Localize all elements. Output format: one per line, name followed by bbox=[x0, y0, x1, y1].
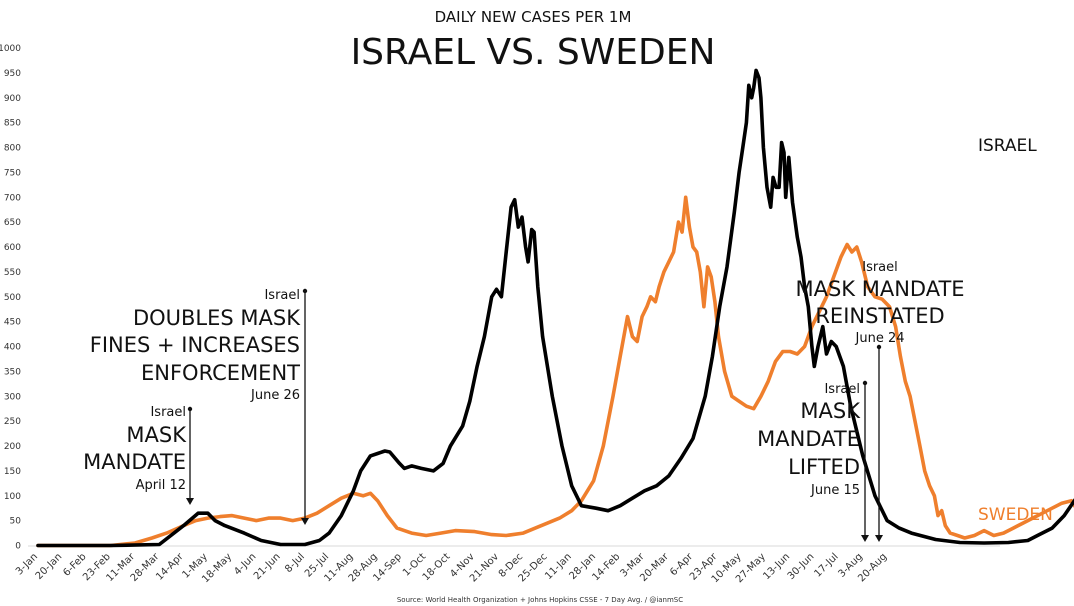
annotation-date: June 15 bbox=[810, 483, 860, 498]
series-line-sweden bbox=[36, 195, 1074, 548]
y-axis-ticks: 0 50 100 150 200 250 300 350 400 450 500 550 600 650 7… bbox=[0, 44, 21, 552]
y-tick-label: 250 bbox=[4, 417, 21, 427]
annotation-arrowhead bbox=[875, 535, 883, 542]
y-tick-label: 950 bbox=[4, 69, 21, 79]
y-tick-label: 750 bbox=[4, 168, 21, 178]
series-line-israel bbox=[36, 68, 1074, 548]
chart-title: ISRAEL VS. SWEDEN bbox=[351, 32, 716, 73]
annotation-mask-mandate: Israel MASK MANDATE April 12 bbox=[83, 405, 194, 505]
annotation-doubles-fines: Israel DOUBLES MASK FINES + INCREASES EN… bbox=[90, 288, 309, 525]
y-tick-label: 600 bbox=[4, 243, 21, 253]
annotation-line: ENFORCEMENT bbox=[141, 361, 300, 385]
annotation-date: June 26 bbox=[250, 388, 300, 403]
annotation-line: MASK bbox=[800, 399, 861, 423]
annotation-line: MASK bbox=[126, 423, 187, 447]
annotation-line: LIFTED bbox=[788, 455, 860, 479]
annotation-dot bbox=[187, 406, 193, 412]
annotation-country: Israel bbox=[824, 382, 860, 397]
series-label-sweden: SWEDEN bbox=[978, 505, 1053, 525]
y-tick-label: 100 bbox=[4, 492, 21, 502]
y-tick-label: 1000 bbox=[0, 44, 21, 54]
series-label-israel: ISRAEL bbox=[978, 136, 1037, 156]
annotation-arrowhead bbox=[861, 535, 869, 542]
y-tick-label: 650 bbox=[4, 218, 21, 228]
y-tick-label: 850 bbox=[4, 119, 21, 129]
y-tick-label: 200 bbox=[4, 442, 21, 452]
annotation-dot bbox=[876, 344, 882, 350]
annotation-line: MASK MANDATE bbox=[795, 277, 964, 301]
y-tick-label: 400 bbox=[4, 343, 21, 353]
series-group bbox=[36, 68, 1074, 548]
y-tick-label: 150 bbox=[4, 467, 21, 477]
chart-source: Source: World Health Organization + John… bbox=[397, 596, 683, 604]
y-tick-label: 300 bbox=[4, 392, 21, 402]
annotation-line: MANDATE bbox=[83, 450, 186, 474]
y-tick-label: 500 bbox=[4, 293, 21, 303]
annotation-line: DOUBLES MASK bbox=[133, 306, 301, 330]
annotation-country: Israel bbox=[862, 260, 898, 275]
annotation-date: June 24 bbox=[855, 331, 905, 346]
y-tick-label: 700 bbox=[4, 193, 21, 203]
y-tick-label: 800 bbox=[4, 144, 21, 154]
annotation-dot bbox=[862, 380, 868, 386]
annotation-line: FINES + INCREASES bbox=[90, 333, 300, 357]
y-tick-label: 0 bbox=[15, 542, 21, 552]
y-tick-label: 350 bbox=[4, 367, 21, 377]
annotation-country: Israel bbox=[150, 405, 186, 420]
annotation-date: April 12 bbox=[136, 478, 186, 493]
y-tick-label: 450 bbox=[4, 318, 21, 328]
annotation-mandate-reinstated: Israel MASK MANDATE REINSTATED June 24 bbox=[795, 260, 965, 542]
annotation-line: REINSTATED bbox=[815, 304, 944, 328]
annotation-arrowhead bbox=[301, 518, 309, 525]
annotation-mandate-lifted: Israel MASK MANDATE LIFTED June 15 bbox=[757, 380, 869, 542]
y-tick-label: 550 bbox=[4, 268, 21, 278]
annotation-dot bbox=[302, 288, 308, 294]
chart-subtitle: DAILY NEW CASES PER 1M bbox=[435, 8, 632, 26]
annotation-line: MANDATE bbox=[757, 427, 860, 451]
annotation-arrowhead bbox=[186, 498, 194, 505]
y-tick-label: 900 bbox=[4, 94, 21, 104]
y-tick-label: 50 bbox=[10, 517, 22, 527]
annotation-country: Israel bbox=[264, 288, 300, 303]
